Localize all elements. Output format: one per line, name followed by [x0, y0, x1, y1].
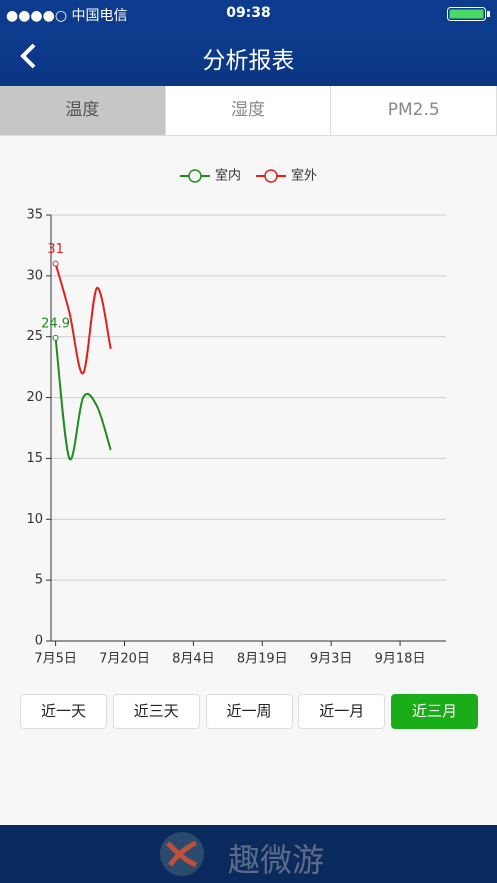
line-series [54, 263, 112, 375]
y-tick-label: 5 [35, 573, 43, 588]
y-tick-label: 20 [26, 390, 43, 405]
y-tick-label: 15 [26, 451, 43, 466]
logo [160, 832, 204, 876]
tab-bar: 温度 湿度 PM2.5 [0, 86, 497, 136]
legend-label: 室外 [291, 168, 317, 184]
range-buttons: 近一天 近三天 近一周 近一月 近三月 [20, 694, 478, 729]
x-tick-label: 8月19日 [237, 652, 288, 667]
chart: 0 5 10 15 20 25 30 35 7月5日 7月20日 8月4日 8月19日 9月3日 9月18… [26, 168, 446, 667]
x-tick-label: 8月4日 [172, 652, 215, 667]
footer: 趣微游 [0, 825, 497, 883]
point [52, 334, 59, 341]
x-tick-label: 7月20日 [99, 652, 150, 667]
battery [447, 7, 490, 21]
back-button[interactable] [18, 42, 38, 70]
legend-label: 室内 [215, 168, 241, 184]
x-tick-label: 7月5日 [34, 652, 77, 667]
line-series [54, 337, 112, 461]
point [52, 260, 59, 267]
y-tick-label: 35 [26, 208, 43, 223]
carrier: ●●●●○ 中国电信 [6, 8, 128, 24]
range-button[interactable]: 近一周 [205, 694, 293, 729]
range-button[interactable]: 近一月 [298, 694, 386, 729]
x-tick-label: 9月3日 [310, 652, 353, 667]
page-title: 分析报表 [202, 48, 295, 74]
legend-symbol [188, 169, 202, 183]
brand: 趣微游 [228, 841, 325, 879]
range-button[interactable]: 近三月 [391, 694, 478, 729]
range-button[interactable]: 近三天 [112, 694, 200, 729]
y-tick-label: 10 [26, 512, 43, 527]
tab[interactable]: 湿度 [166, 86, 332, 135]
nav-bar: 分析报表 [0, 27, 497, 86]
legend-symbol [264, 169, 278, 183]
y-tick-label: 30 [26, 268, 43, 283]
clock: 09:38 [226, 5, 271, 21]
range-button[interactable]: 近一天 [20, 694, 107, 729]
tab[interactable]: 温度 [0, 86, 166, 135]
status-bar: ●●●●○ 中国电信 09:38 [0, 0, 497, 27]
y-tick-label: 25 [26, 329, 43, 344]
tab[interactable]: PM2.5 [331, 86, 497, 135]
y-tick-label: 0 [35, 634, 43, 649]
data-label: 24.9 [41, 316, 70, 331]
x-tick-label: 9月18日 [375, 652, 426, 667]
data-label: 31 [47, 242, 64, 257]
